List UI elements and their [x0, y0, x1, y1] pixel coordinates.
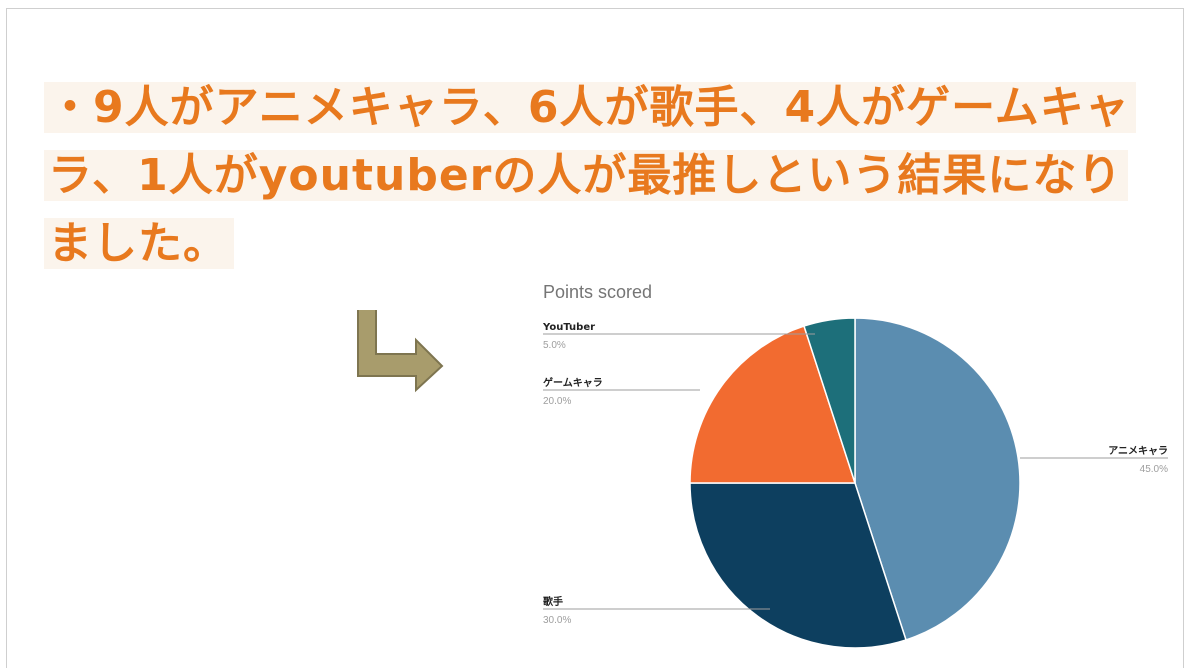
slice-label: 歌手 [543, 595, 563, 608]
pie-labels: アニメキャラ 45.0% 歌手 30.0% ゲームキャラ 20.0% YouTuber 5.0… [542, 322, 1168, 626]
slice-percent-label: 5.0% [543, 340, 566, 351]
slice-label: ゲームキャラ [543, 376, 603, 389]
slice-percent-label: 45.0% [1140, 464, 1168, 475]
chart-title: Points scored [543, 282, 652, 302]
pie-slice [854, 317, 1021, 641]
pie-slices [689, 317, 1021, 649]
slice-percent-label: 20.0% [543, 396, 571, 407]
pie-slice [689, 482, 907, 649]
bent-arrow-icon [357, 310, 444, 393]
pie-slice [803, 317, 856, 484]
slide-headline: ・9人がアニメキャラ、6人が歌手、4人がゲームキャラ、1人がyoutuberの人… [44, 74, 1144, 278]
slice-percent-label: 30.0% [543, 615, 571, 626]
slice-label: アニメキャラ [1108, 445, 1168, 457]
slice-label: YouTuber [542, 322, 595, 333]
